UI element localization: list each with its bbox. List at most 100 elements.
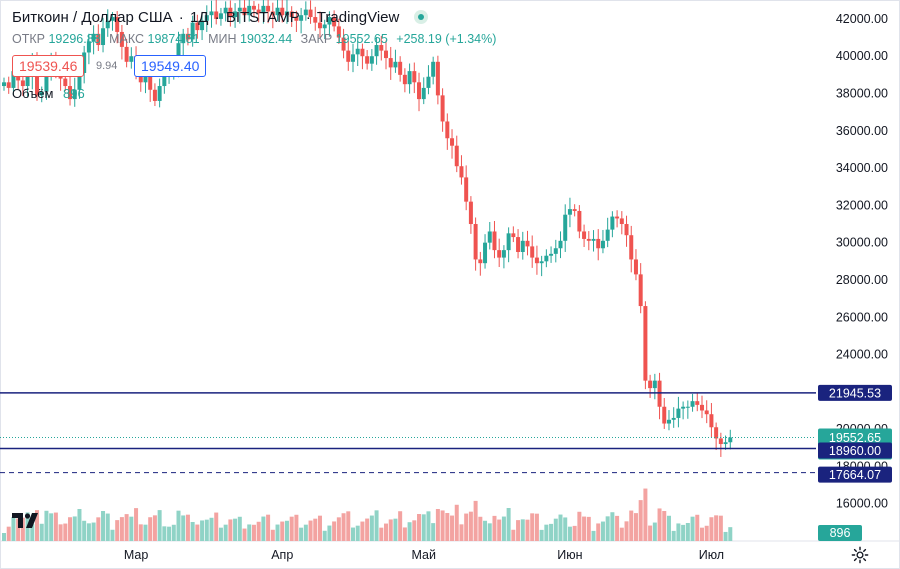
volume-bar [539, 529, 544, 541]
volume-bar [2, 533, 6, 541]
candle-body [119, 31, 124, 47]
volume-bar [218, 527, 223, 541]
volume-bar [633, 513, 638, 541]
x-tick-label: Май [411, 548, 436, 562]
candle-body [544, 255, 549, 262]
candle-body [82, 52, 87, 73]
volume-bar [690, 516, 695, 541]
volume-bar [181, 515, 186, 541]
volume-bar [450, 515, 455, 541]
symbol-title[interactable]: Биткоин / Доллар США [12, 9, 173, 26]
candle-body [336, 26, 341, 38]
volume-bar [365, 518, 370, 541]
candle-body [445, 121, 450, 139]
volume-bar [662, 511, 667, 541]
y-tick-label: 32000.00 [836, 198, 888, 212]
close-value: 19552.65 [335, 32, 388, 46]
volume-value: 896 [63, 86, 85, 101]
volume-bar [445, 513, 450, 541]
volume-bar [336, 517, 341, 541]
volume-bar [134, 508, 139, 541]
candle-body [516, 237, 521, 252]
volume-bar [714, 515, 719, 541]
volume-bar [322, 530, 327, 541]
y-tick-label: 30000.00 [836, 236, 888, 250]
candle-body [6, 82, 11, 88]
candle-body [487, 231, 492, 243]
volume-bar [553, 518, 558, 541]
candle-body [388, 58, 393, 68]
candle-body [704, 410, 709, 415]
candle-body [218, 13, 223, 19]
volume-bar [124, 514, 129, 541]
volume-bar [110, 529, 115, 541]
candle-body [591, 238, 596, 241]
volume-bar [35, 510, 40, 541]
volume-bar [129, 516, 134, 541]
candle-body [681, 406, 686, 409]
candle-body [68, 86, 73, 100]
candle-body [615, 216, 620, 219]
open-value: 19296.88 [48, 32, 101, 46]
volume-bar [190, 522, 195, 541]
buy-price-button[interactable]: 19549.40 [134, 55, 207, 77]
candle-body [473, 224, 478, 260]
low-label: МИН [208, 32, 237, 46]
volume-bar [468, 511, 473, 541]
volume-bar [39, 523, 44, 541]
volume-bar [214, 512, 219, 541]
candle-body [723, 442, 728, 445]
volume-bar [549, 523, 554, 541]
candle-body [577, 210, 582, 232]
volume-bar [299, 527, 304, 541]
volume-bar [699, 527, 704, 541]
volume-bar [638, 500, 643, 541]
interval-label[interactable]: 1Д [189, 9, 209, 26]
volume-bar [284, 520, 289, 541]
close-label: ЗАКР [300, 32, 333, 46]
volume-bar [6, 526, 11, 541]
candle-body [181, 33, 186, 44]
candle-body [511, 233, 516, 238]
volume-bar [426, 511, 431, 541]
candle-body [214, 11, 219, 19]
candle-body [412, 71, 417, 83]
candle-body [313, 17, 318, 23]
last-price-label: 19552.65 [829, 431, 881, 445]
gear-icon[interactable] [851, 546, 869, 564]
candle-body [666, 419, 671, 424]
x-tick-label: Апр [271, 548, 293, 562]
candle-body [176, 43, 181, 66]
candle-body [417, 82, 422, 100]
volume-bar [384, 523, 389, 541]
volume-bar [454, 504, 459, 541]
sell-price-button[interactable]: 19539.46 [12, 55, 85, 77]
candle-body [25, 76, 30, 87]
tradingview-logo-icon[interactable] [12, 511, 42, 529]
volume-bar [728, 527, 733, 541]
volume-bar [157, 510, 162, 541]
volume-bar [417, 514, 422, 541]
candle-body [728, 437, 733, 443]
candle-body [110, 17, 115, 21]
candle-body [426, 76, 431, 88]
volume-bar [138, 524, 143, 541]
candle-body [308, 9, 313, 18]
volume-bar [346, 511, 351, 541]
candle-body [586, 238, 591, 241]
candle-body [662, 406, 667, 424]
level-price-label-bg [818, 466, 892, 483]
volume-bar [247, 524, 252, 541]
volume-bar [483, 520, 488, 541]
volume-bar [200, 520, 205, 541]
volume-bar [563, 517, 568, 541]
volume-bar [572, 525, 577, 541]
candle-body [303, 9, 308, 16]
candle-body [294, 17, 299, 21]
volume-bar [643, 488, 648, 541]
candle-body [398, 61, 403, 75]
volume-bar [681, 524, 686, 541]
volume-bar [152, 515, 157, 541]
candle-body [266, 5, 271, 12]
